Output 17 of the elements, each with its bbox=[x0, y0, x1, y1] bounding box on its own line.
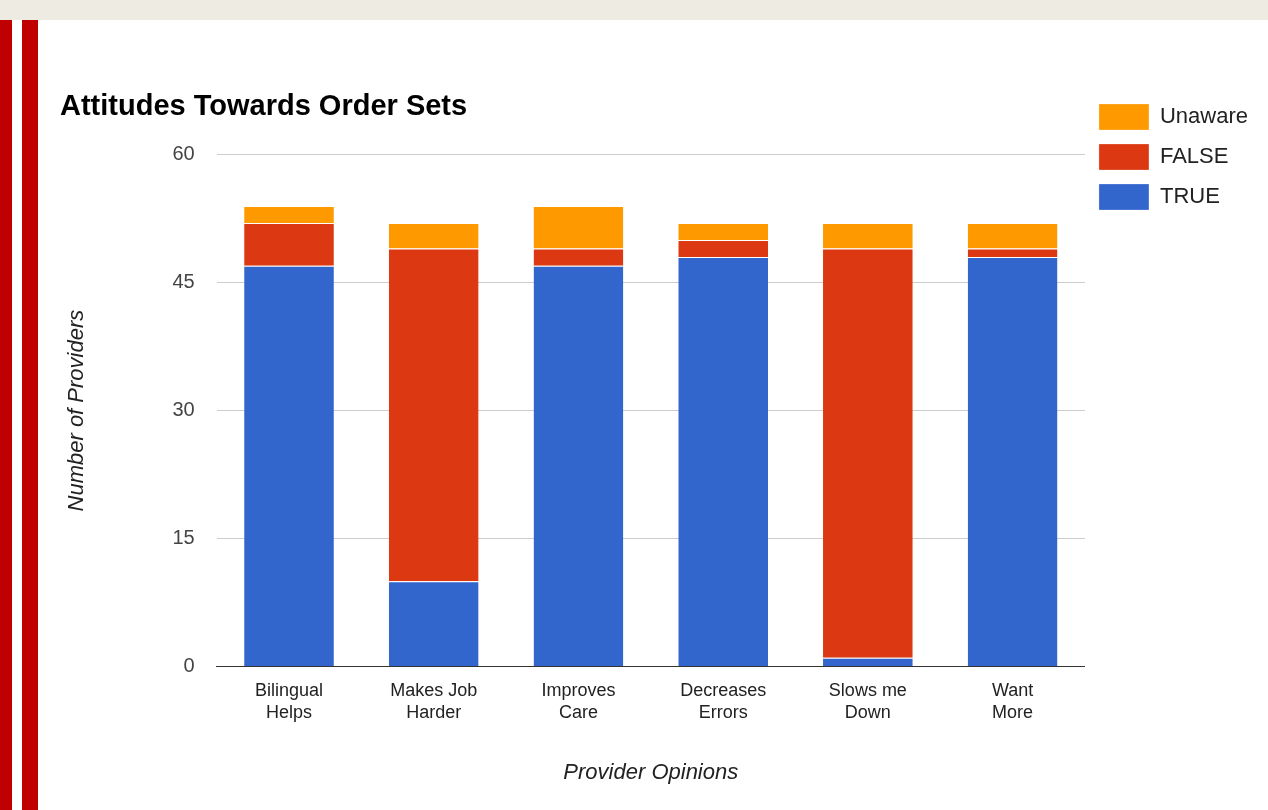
legend-label: FALSE bbox=[1159, 143, 1229, 169]
x-tick-label: Decreases Errors bbox=[680, 680, 767, 722]
x-axis-title: Provider Opinions bbox=[563, 758, 739, 784]
x-tick-label: Slows me Down bbox=[828, 680, 907, 722]
chart-title: Attitudes Towards Order Sets bbox=[60, 89, 468, 122]
legend-label: TRUE bbox=[1159, 183, 1220, 209]
y-axis-title: Number of Providers bbox=[63, 309, 89, 512]
x-tick-label: Want More bbox=[991, 680, 1034, 722]
x-tick-label: Improves Care bbox=[541, 680, 616, 722]
x-tick-label: Makes Job Harder bbox=[390, 680, 478, 722]
y-tick-label: 0 bbox=[183, 653, 195, 676]
y-tick-label: 30 bbox=[172, 398, 195, 421]
x-tick-label: Bilingual Helps bbox=[254, 680, 324, 722]
y-tick-label: 60 bbox=[172, 142, 195, 165]
y-tick-label: 45 bbox=[172, 270, 195, 293]
legend-label: Unaware bbox=[1159, 103, 1248, 129]
y-tick-label: 15 bbox=[172, 526, 195, 549]
